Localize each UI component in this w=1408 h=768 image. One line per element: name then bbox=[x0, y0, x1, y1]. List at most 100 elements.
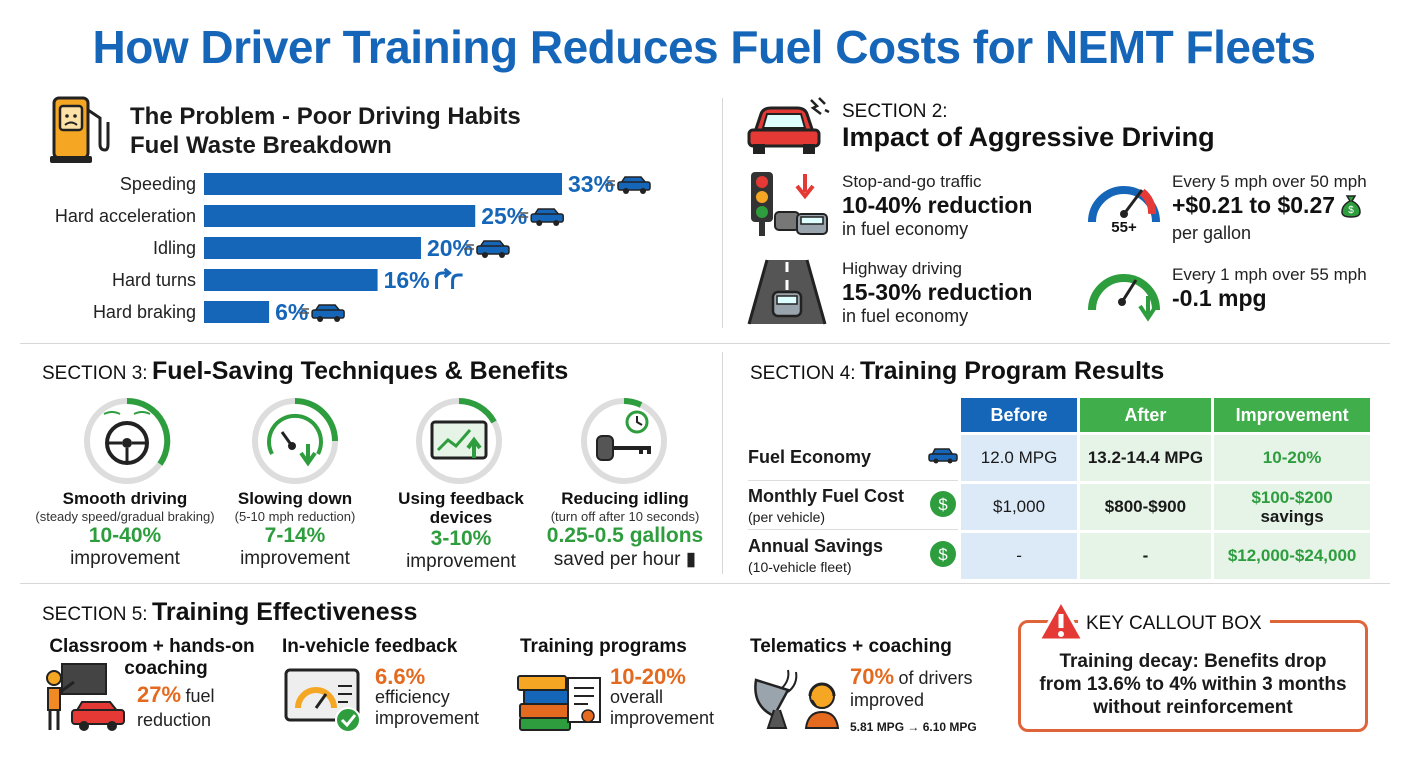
gauge-text: 55+ bbox=[1111, 219, 1137, 236]
callout-text: Training decay: Benefits drop from 13.6%… bbox=[1039, 651, 1347, 718]
car-icon bbox=[463, 240, 510, 258]
effectiveness-stat: 6.6% efficiency improvement bbox=[375, 664, 480, 729]
impact-label: Stop-and-go traffic bbox=[842, 172, 982, 191]
cell-improvement: 10-20% bbox=[1214, 435, 1370, 481]
problem-subtitle: Fuel Waste Breakdown bbox=[130, 132, 392, 159]
effectiveness-stat: 27% fuel reduction bbox=[137, 682, 215, 731]
bar-value-label: 25% bbox=[481, 203, 527, 229]
cell-before: - bbox=[961, 533, 1077, 579]
svg-text:$: $ bbox=[939, 545, 949, 564]
impact-sub: in fuel economy bbox=[842, 219, 969, 239]
technique-name: Slowing down bbox=[237, 489, 353, 508]
table-row: Fuel Economy 12.0 MPG 13.2-14.4 MPG 10-2… bbox=[748, 435, 1370, 481]
section4-label: SECTION 4: bbox=[750, 363, 856, 384]
bar-chart-svg: Speeding 33% Hard acceleration 25% Idling 20%… bbox=[55, 171, 651, 325]
bar-value-label: 20% bbox=[427, 235, 473, 261]
cell-improvement: $12,000-$24,000 bbox=[1214, 533, 1370, 579]
bar-category-label: Hard acceleration bbox=[55, 206, 196, 226]
turn-arrow-icon bbox=[435, 267, 463, 289]
row-label: Fuel Economy bbox=[748, 435, 959, 481]
mpg-note: 5.81 MPG → 6.10 MPG bbox=[850, 720, 977, 734]
fuel-pump-icon bbox=[48, 94, 114, 171]
row-label: Annual Savings (10-vehicle fleet) $ bbox=[748, 533, 958, 579]
technique-unit: improvement bbox=[406, 551, 516, 572]
impact-value: +$0.21 to $0.27 bbox=[1172, 192, 1336, 218]
bar bbox=[204, 205, 476, 227]
bar bbox=[204, 237, 421, 259]
car-icon bbox=[605, 176, 651, 194]
technique-value: 0.25-0.5 gallons bbox=[546, 524, 704, 547]
section5-label: SECTION 5: bbox=[42, 604, 148, 625]
bar-value-label: 16% bbox=[384, 267, 430, 293]
car-icon bbox=[518, 208, 564, 226]
technique-sub: (steady speed/gradual braking) bbox=[35, 509, 215, 524]
effectiveness-stat: 70% of drivers improved 5.81 MPG → 6.10 … bbox=[850, 666, 977, 738]
technique-card: Reducing idling (turn off after 10 secon… bbox=[530, 489, 720, 571]
section2-title: Impact of Aggressive Driving bbox=[842, 122, 1215, 152]
technique-unit: improvement bbox=[240, 548, 350, 569]
speedometer-down-icon bbox=[1086, 258, 1162, 329]
header-after: After bbox=[1079, 398, 1212, 432]
technique-name: Smooth driving bbox=[62, 489, 188, 508]
impact-sub: per gallon bbox=[1172, 223, 1252, 244]
teacher-car-icon bbox=[40, 660, 132, 739]
svg-text:$: $ bbox=[939, 495, 949, 514]
impact-label: Every 1 mph over 55 mph bbox=[1172, 265, 1367, 284]
technique-name: Reducing idling bbox=[561, 489, 689, 508]
impact-sub: in fuel economy bbox=[842, 306, 969, 326]
feedback-device-icon bbox=[414, 396, 504, 491]
table-row: Monthly Fuel Cost (per vehicle) $ $1,000 … bbox=[748, 484, 1370, 530]
section2-label: SECTION 2: bbox=[842, 101, 948, 122]
table-corner bbox=[748, 398, 958, 432]
key-clock-icon bbox=[579, 396, 669, 491]
steering-wheel-icon bbox=[82, 396, 172, 491]
bar-value-label: 6% bbox=[275, 299, 308, 325]
bar-value-label: 33% bbox=[568, 172, 614, 197]
technique-card: Smooth driving (steady speed/gradual bra… bbox=[20, 489, 230, 570]
warning-icon bbox=[1036, 597, 1086, 649]
technique-sub: (turn off after 10 seconds) bbox=[550, 509, 700, 524]
bar bbox=[204, 269, 378, 291]
svg-text:$: $ bbox=[1348, 205, 1354, 216]
dollar-icon: $ bbox=[928, 539, 958, 574]
bar-category-label: Hard turns bbox=[112, 270, 196, 290]
technique-unit: saved per hour ▮ bbox=[553, 549, 697, 570]
bar bbox=[204, 173, 562, 195]
impact-value: -0.1 mpg bbox=[1172, 285, 1267, 311]
technique-sub: (5-10 mph reduction) bbox=[234, 509, 356, 524]
bar-category-label: Hard braking bbox=[93, 302, 196, 322]
bar bbox=[204, 301, 270, 323]
highway-icon bbox=[745, 258, 829, 331]
impact-value: 10-40% reduction bbox=[842, 192, 1033, 218]
money-bag-icon: $ bbox=[1340, 194, 1362, 223]
technique-card: Using feedback devices 3-10% improvement bbox=[395, 489, 527, 573]
technique-unit: improvement bbox=[70, 548, 180, 569]
impact-label: Every 5 mph over 50 mph bbox=[1172, 172, 1367, 191]
divider bbox=[722, 352, 723, 574]
fuel-can-icon: ▮ bbox=[685, 549, 697, 570]
car-icon bbox=[299, 304, 345, 322]
results-table: Before After Improvement Fuel Economy 12… bbox=[745, 395, 1373, 582]
technique-value: 3-10% bbox=[430, 527, 492, 550]
effectiveness-heading: Training programs bbox=[520, 636, 687, 657]
impact-label: Highway driving bbox=[842, 259, 962, 278]
technique-name: Using feedback devices bbox=[398, 489, 524, 527]
page-title: How Driver Training Reduces Fuel Costs f… bbox=[92, 21, 1316, 73]
bar-category-label: Speeding bbox=[120, 174, 196, 194]
effectiveness-heading: Classroom + hands-on coaching bbox=[49, 636, 255, 679]
dashboard-check-icon bbox=[284, 668, 366, 739]
effectiveness-heading: In-vehicle feedback bbox=[282, 636, 458, 657]
divider bbox=[20, 583, 1390, 584]
cell-after: - bbox=[1079, 533, 1212, 579]
section3-label: SECTION 3: bbox=[42, 363, 148, 384]
cell-after: 13.2-14.4 MPG bbox=[1079, 435, 1212, 481]
header-improvement: Improvement bbox=[1214, 398, 1370, 432]
impact-value: 15-30% reduction bbox=[842, 279, 1033, 305]
slow-speedometer-icon bbox=[250, 396, 340, 491]
effectiveness-stat: 10-20% overall improvement bbox=[610, 664, 715, 729]
books-certificate-icon bbox=[516, 664, 604, 739]
callout-label: KEY CALLOUT BOX bbox=[1078, 609, 1270, 639]
traffic-light-icon bbox=[745, 170, 831, 245]
car-icon bbox=[928, 446, 959, 469]
divider bbox=[20, 343, 1390, 344]
